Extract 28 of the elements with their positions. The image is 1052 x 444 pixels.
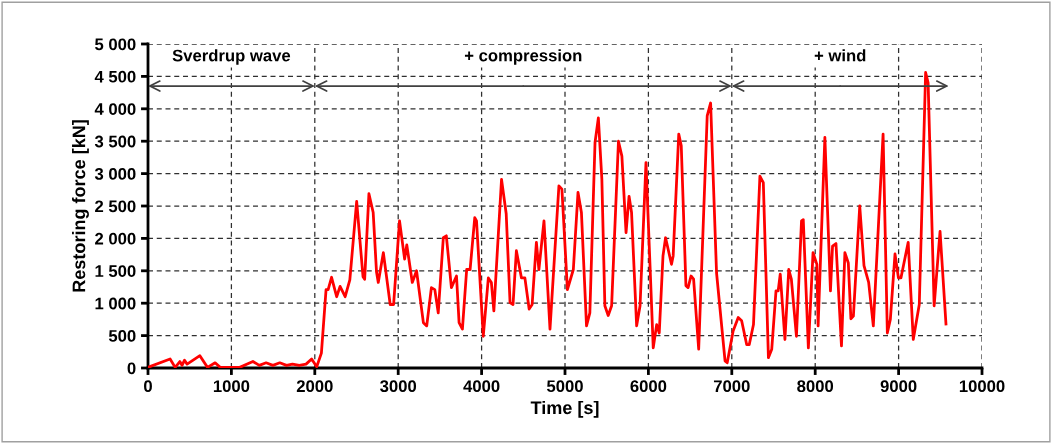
x-tick-label: 3000 [380,380,417,393]
annotation: + compression [464,49,582,65]
x-tick-label: 6000 [630,380,667,393]
line-series [148,71,948,368]
y-tick-label: 1 000 [95,297,136,310]
x-tick-label: 2000 [296,380,333,393]
x-tick-label: 0 [144,380,152,393]
x-tick-label: 4000 [463,380,500,393]
x-tick-label: 8000 [797,380,834,393]
y-tick-label: 2 500 [95,200,136,213]
y-tick-label: 500 [108,330,136,342]
y-tick-label: 5 000 [95,38,136,51]
y-tick-label: 2 000 [95,232,136,245]
y-axis-title: Restoring force [kN] [72,120,89,292]
x-tick-label: 5000 [546,380,583,393]
y-tick-label: 3 000 [94,168,136,180]
x-tick-label: 7000 [713,380,750,393]
x-tick-label: 1000 [213,380,250,393]
annotation: Sverdrup wave [172,49,291,65]
x-axis-title: Time [s] [530,400,599,418]
x-tick-label: 9000 [880,380,917,393]
y-tick-label: 1 500 [95,265,136,277]
annotation: + wind [814,49,866,62]
y-tick-label: 4 000 [94,103,136,115]
y-tick-label: 4 500 [94,70,136,83]
y-tick-label: 0 [127,362,136,375]
y-tick-label: 3 500 [94,135,136,148]
x-tick-label: 10000 [959,380,1005,393]
